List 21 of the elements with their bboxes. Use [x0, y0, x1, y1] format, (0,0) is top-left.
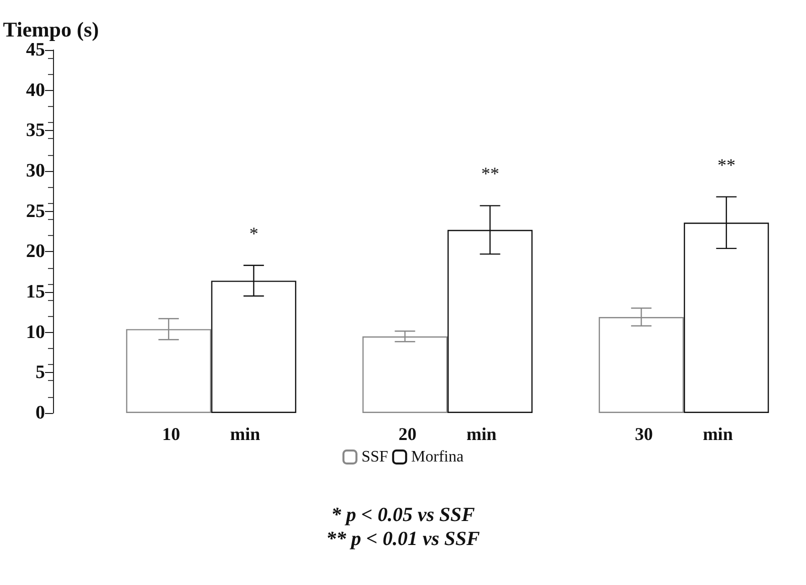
category-label: 20 min [398, 424, 497, 444]
y-tick-label: 30 [26, 160, 45, 182]
y-tick-label: 10 [26, 322, 45, 343]
y-tick-label: 45 [26, 40, 45, 60]
y-tick-label: 20 [26, 241, 45, 262]
y-tick-label: 25 [26, 200, 45, 222]
legend-label: Morfina [411, 448, 464, 466]
category-label: 30 min [634, 424, 733, 444]
y-tick-label: 5 [36, 362, 45, 384]
annotation: * [249, 223, 258, 244]
y-tick-label: 15 [26, 282, 45, 302]
y-tick-label: 35 [26, 120, 45, 142]
y-axis-title: Tiempo (s) [3, 18, 99, 42]
legend-label: SSF [361, 448, 388, 466]
y-tick-label: 0 [36, 402, 45, 424]
text: * p < 0.05 vs SSF [331, 504, 476, 526]
annotation: ** [481, 164, 500, 184]
y-tick-label: 40 [26, 80, 45, 101]
text: ** p < 0.01 vs SSF [326, 528, 480, 550]
category-label: 10 min [162, 424, 260, 444]
annotation: ** [718, 154, 736, 175]
